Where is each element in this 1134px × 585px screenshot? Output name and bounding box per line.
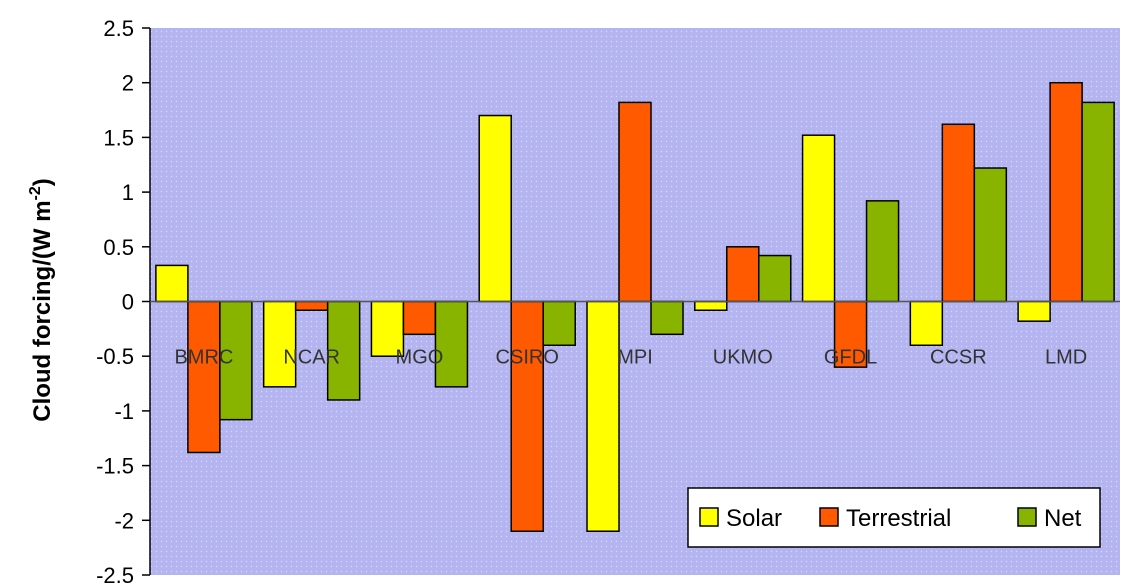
- category-label: GFDL: [824, 347, 877, 369]
- bar-net-mgo: [434, 300, 469, 388]
- bar-net-gfdl: [865, 200, 900, 303]
- legend-swatch-terrestrial: [819, 507, 839, 527]
- y-tick-label: -0.5: [96, 344, 134, 369]
- category-label: UKMO: [713, 347, 773, 369]
- category-labels: BMRC NCAR MGO CSIRO MPI UKMO GFDL CCSR LMD: [174, 347, 1087, 369]
- legend-swatch-solar: [699, 507, 719, 527]
- category-label: LMD: [1045, 347, 1087, 369]
- legend-label-net: Net: [1044, 505, 1082, 532]
- y-axis-title-close: ): [29, 178, 56, 186]
- bar-terrestrial-ncar: [294, 300, 329, 312]
- y-tick-label: 0: [122, 290, 134, 315]
- y-axis-title: Cloud forcing/(W m-2): [27, 178, 56, 422]
- y-tick-label: 2: [122, 71, 134, 96]
- bar-solar-gfdl: [801, 134, 836, 303]
- bar-net-lmd: [1081, 101, 1115, 303]
- y-tick-label: -2: [114, 508, 134, 533]
- bar-net-mpi: [650, 300, 684, 336]
- legend-label-terrestrial: Terrestrial: [846, 505, 951, 532]
- y-axis: 2.5 2 1.5 1 0.5 0 -0.5 -1 -1.5 -2 -2.5: [96, 16, 151, 585]
- legend-label-solar: Solar: [726, 505, 782, 532]
- y-tick-label: -1: [114, 399, 134, 424]
- category-label: CSIRO: [496, 347, 559, 369]
- y-tick-label: 1: [122, 180, 134, 205]
- legend: Solar Terrestrial Net: [687, 487, 1101, 548]
- bar-solar-csiro: [478, 114, 512, 303]
- bar-solar-mpi: [586, 300, 620, 532]
- bar-solar-bmrc: [155, 264, 189, 303]
- bar-solar-ccsr: [909, 300, 944, 347]
- bar-net-bmrc: [219, 300, 253, 421]
- bar-terrestrial-mpi: [618, 101, 652, 303]
- bar-terrestrial-gfdl: [833, 300, 868, 368]
- bars: [155, 81, 1115, 532]
- bar-terrestrial-ccsr: [941, 123, 976, 303]
- bar-terrestrial-mgo: [402, 300, 437, 336]
- category-label: BMRC: [174, 347, 233, 369]
- y-axis-title-main: Cloud forcing/(W m: [29, 200, 56, 421]
- bar-terrestrial-lmd: [1049, 81, 1083, 303]
- bar-net-ccsr: [973, 167, 1008, 303]
- y-axis-title-superscript: -2: [27, 186, 44, 200]
- y-tick-label: -1.5: [96, 454, 134, 479]
- category-label: NCAR: [283, 347, 340, 369]
- y-tick-label: -2.5: [96, 563, 134, 585]
- legend-swatch-net: [1017, 507, 1037, 527]
- category-label: MPI: [617, 347, 653, 369]
- category-label: MGO: [396, 347, 444, 369]
- bar-net-csiro: [542, 300, 576, 347]
- bar-terrestrial-ukmo: [726, 246, 760, 303]
- category-label: CCSR: [930, 347, 987, 369]
- bar-net-ukmo: [758, 254, 792, 303]
- y-tick-label: 2.5: [103, 16, 134, 41]
- y-tick-label: 0.5: [103, 235, 134, 260]
- bar-solar-lmd: [1017, 300, 1051, 322]
- y-tick-label: 1.5: [103, 125, 134, 150]
- bar-solar-ukmo: [694, 300, 728, 312]
- bar-terrestrial-bmrc: [187, 300, 221, 454]
- bar-terrestrial-csiro: [510, 300, 544, 532]
- bar-solar-ncar: [262, 300, 297, 388]
- bar-solar-mgo: [370, 300, 405, 357]
